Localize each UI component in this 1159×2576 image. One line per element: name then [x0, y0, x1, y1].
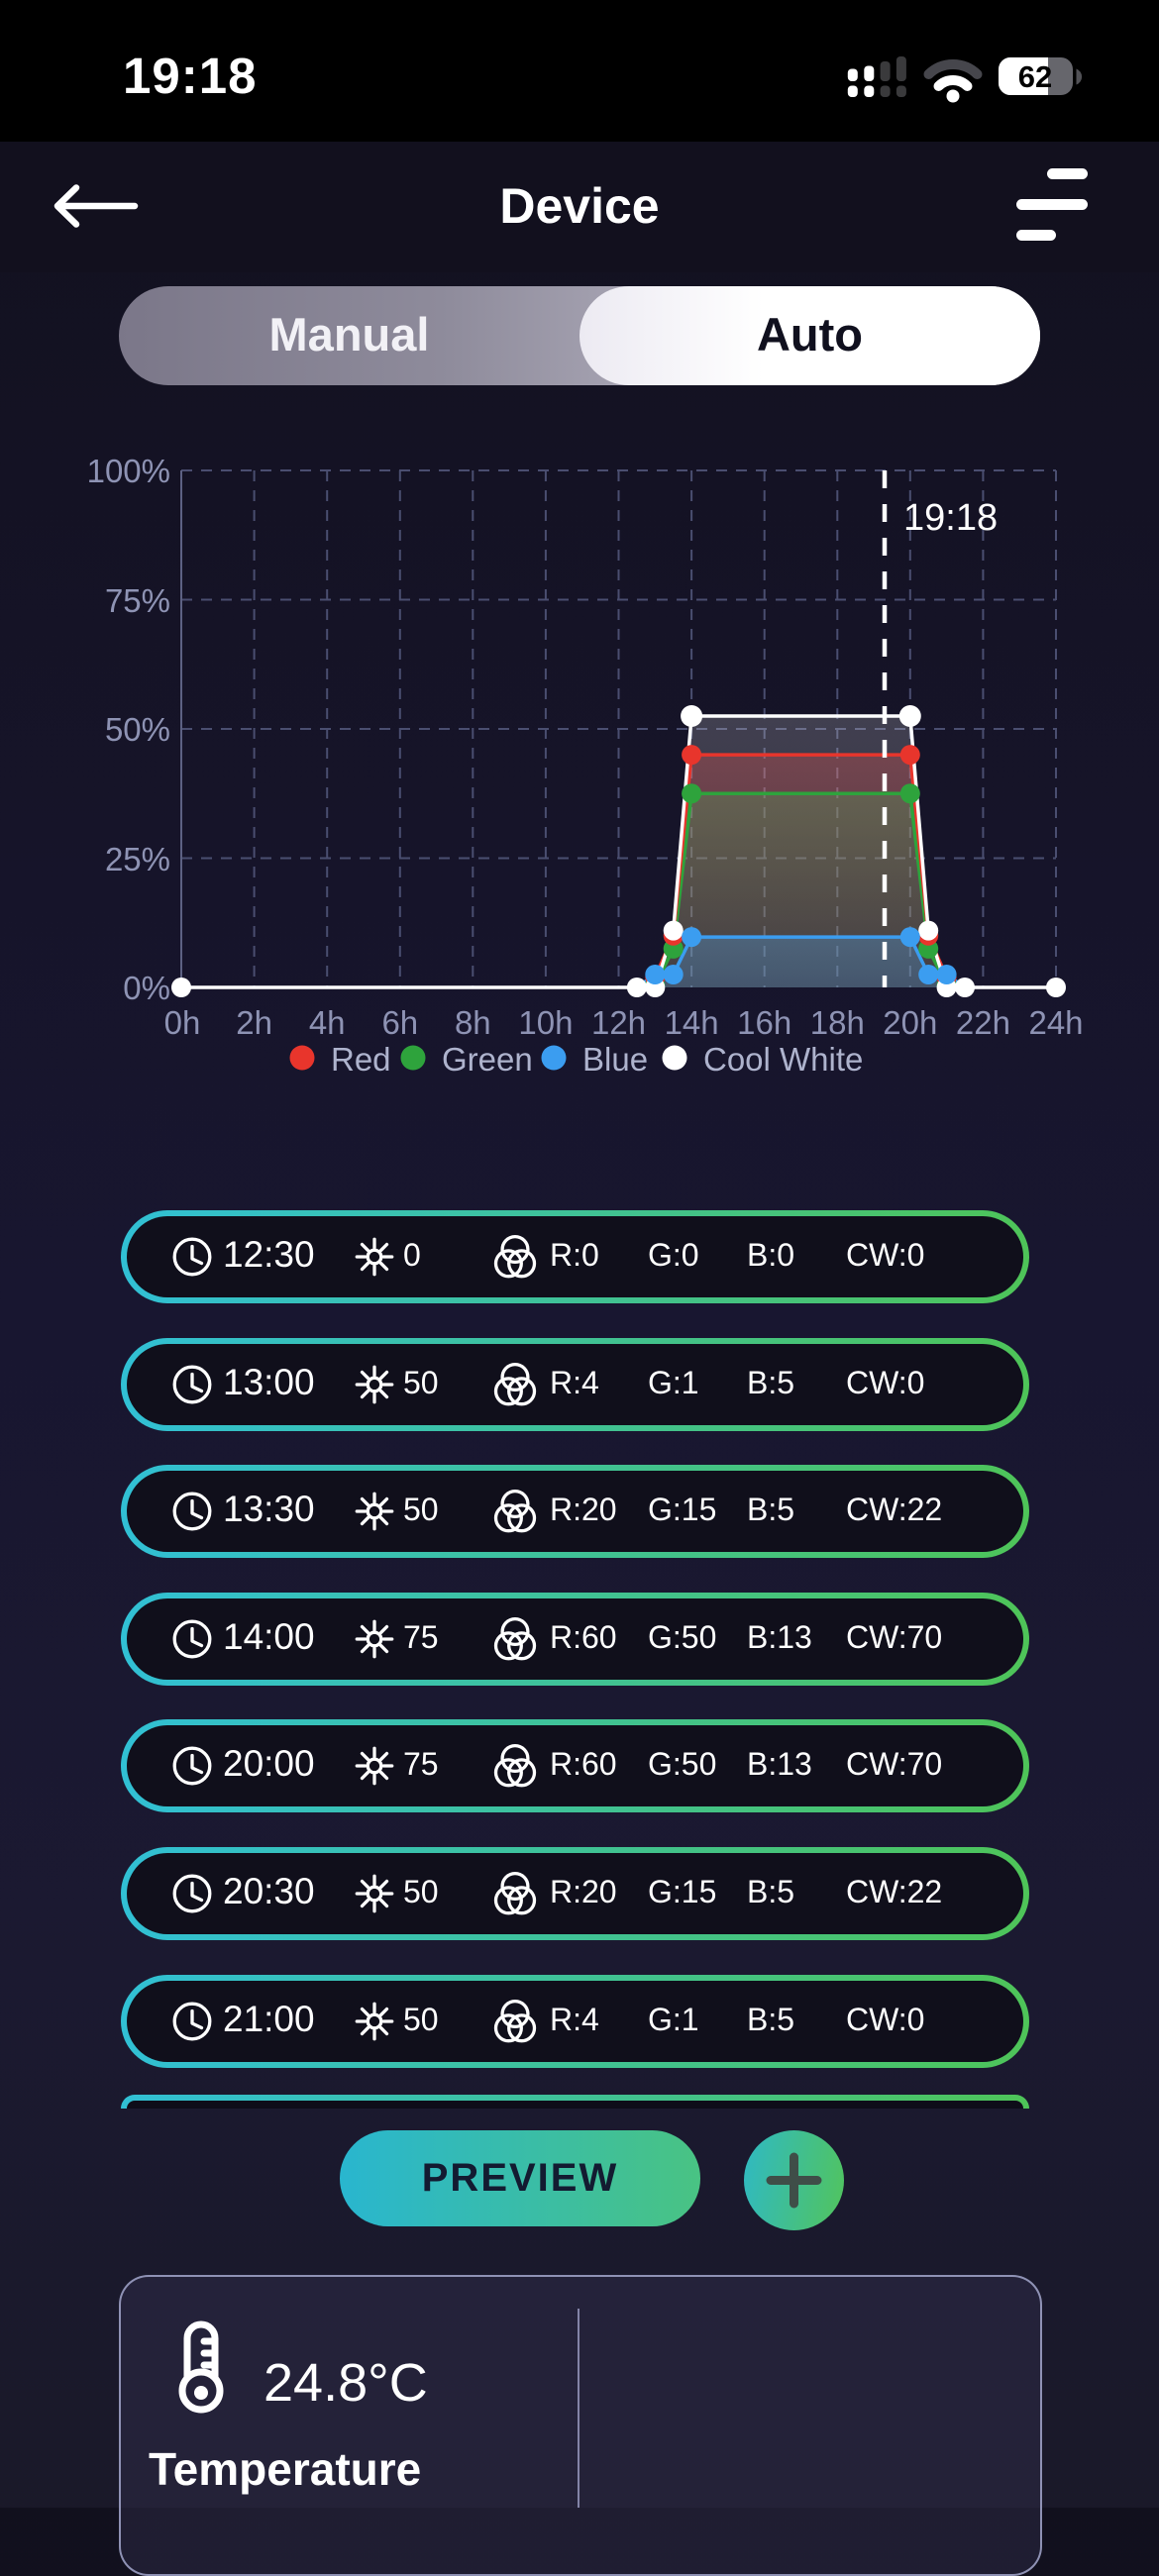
svg-text:20h: 20h: [883, 1004, 937, 1041]
svg-text:2h: 2h: [236, 1004, 272, 1041]
svg-text:Green: Green: [442, 1041, 533, 1078]
svg-text:10h: 10h: [518, 1004, 573, 1041]
svg-text:14h: 14h: [665, 1004, 719, 1041]
svg-text:100%: 100%: [87, 453, 170, 489]
svg-text:0h: 0h: [164, 1004, 201, 1041]
svg-text:19:18: 19:18: [903, 497, 998, 539]
svg-text:8h: 8h: [455, 1004, 491, 1041]
svg-text:22h: 22h: [956, 1004, 1010, 1041]
svg-text:24h: 24h: [1028, 1004, 1083, 1041]
svg-text:18h: 18h: [810, 1004, 865, 1041]
svg-text:Red: Red: [331, 1041, 391, 1078]
svg-text:6h: 6h: [381, 1004, 418, 1041]
svg-text:12h: 12h: [591, 1004, 646, 1041]
svg-text:75%: 75%: [105, 582, 170, 619]
svg-text:0%: 0%: [123, 970, 170, 1006]
svg-text:25%: 25%: [105, 841, 170, 877]
svg-text:50%: 50%: [105, 711, 170, 748]
svg-text:4h: 4h: [309, 1004, 346, 1041]
svg-text:16h: 16h: [737, 1004, 791, 1041]
svg-text:Blue: Blue: [582, 1041, 648, 1078]
svg-text:Cool White: Cool White: [703, 1041, 863, 1078]
svg-text:62: 62: [1018, 59, 1052, 94]
